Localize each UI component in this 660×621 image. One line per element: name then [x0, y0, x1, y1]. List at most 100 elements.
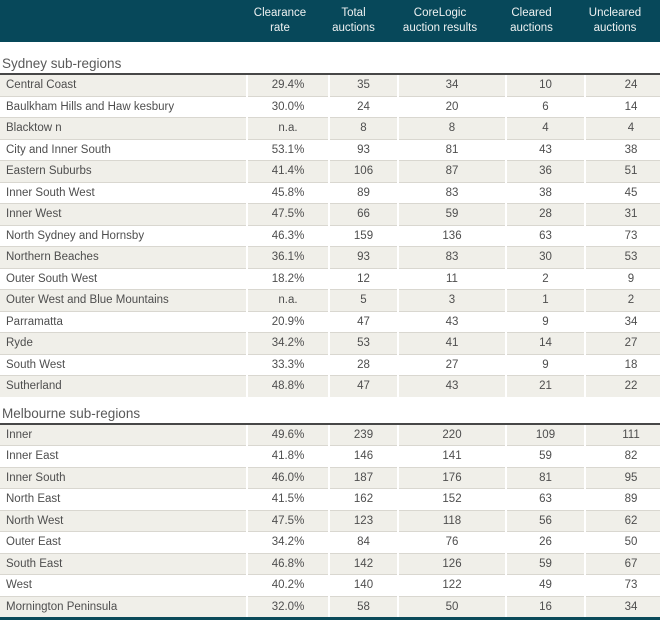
column-header-label: CoreLogic	[413, 7, 467, 19]
value-cell: 22	[584, 375, 660, 397]
value-cell: 47	[328, 310, 398, 333]
data-table: Inner 49.6% 239 220 109 111 Inner East 41.8% 146…	[0, 422, 660, 621]
value-cell: 1	[505, 289, 585, 311]
value-cell: 34.2%	[246, 332, 329, 354]
value-cell: 9	[505, 353, 585, 376]
value-cell: 24	[584, 73, 660, 96]
value-cell: 63	[505, 224, 585, 247]
table-row: City and Inner South 53.1% 93 81 43 38	[0, 138, 660, 161]
value-cell: 11	[397, 267, 506, 290]
column-header-label: rate	[270, 22, 290, 34]
table-row: Inner 49.6% 239 220 109 111	[0, 422, 660, 446]
value-cell: 27	[584, 332, 660, 354]
value-cell: 142	[328, 552, 398, 575]
value-cell: 45.8%	[246, 181, 329, 204]
value-cell: 48.8%	[246, 375, 329, 397]
value-cell: 76	[397, 531, 506, 553]
region-name-cell: City and Inner South	[0, 138, 247, 161]
data-table: Central Coast 29.4% 35 34 10 24 Baulkham Hills…	[0, 73, 660, 397]
value-cell: 33.3%	[246, 353, 329, 376]
table-row: Sutherland 48.8% 47 43 21 22	[0, 375, 660, 397]
value-cell: 83	[397, 181, 506, 204]
value-cell: 36	[505, 160, 585, 182]
value-cell: 63	[505, 488, 585, 510]
table-row: Inner South West 45.8% 89 83 38 45	[0, 181, 660, 204]
value-cell: 30.0%	[246, 95, 329, 118]
value-cell: 2	[505, 267, 585, 290]
table-header: Clearance rate Total auctions CoreLogic …	[0, 0, 660, 42]
table-row: Baulkham Hills and Haw kesbury 30.0% 24 20 6…	[0, 95, 660, 118]
region-name-cell: Sutherland	[0, 375, 247, 397]
value-cell: 34	[584, 310, 660, 333]
value-cell: 118	[397, 509, 506, 532]
value-cell: 43	[397, 310, 506, 333]
value-cell: 4	[505, 117, 585, 139]
region-name-cell: Parramatta	[0, 310, 247, 333]
table-row: West 40.2% 140 122 49 73	[0, 574, 660, 596]
value-cell: 6	[505, 95, 585, 118]
table-row: North Sydney and Hornsby 46.3% 159 136 63 73	[0, 224, 660, 247]
value-cell: 16	[505, 595, 585, 620]
value-cell: 28	[328, 353, 398, 376]
value-cell: 34	[397, 73, 506, 96]
value-cell: 106	[328, 160, 398, 182]
value-cell: 81	[397, 138, 506, 161]
value-cell: 43	[505, 138, 585, 161]
value-cell: 27	[397, 353, 506, 376]
table-row: Parramatta 20.9% 47 43 9 34	[0, 310, 660, 333]
value-cell: 18.2%	[246, 267, 329, 290]
value-cell: 59	[397, 203, 506, 225]
value-cell: 123	[328, 509, 398, 532]
value-cell: 5	[328, 289, 398, 311]
value-cell: 26	[505, 531, 585, 553]
region-name-cell: Outer South West	[0, 267, 247, 290]
value-cell: 41.4%	[246, 160, 329, 182]
column-header-uncleared-auctions: Uncleared auctions	[570, 6, 660, 42]
table-row: Blacktow n n.a. 8 8 4 4	[0, 117, 660, 139]
region-name-cell: Inner	[0, 422, 247, 446]
value-cell: 47.5%	[246, 509, 329, 532]
region-name-cell: Northern Beaches	[0, 246, 247, 268]
table-row: Eastern Suburbs 41.4% 106 87 36 51	[0, 160, 660, 182]
column-header-region	[0, 6, 240, 42]
value-cell: n.a.	[246, 117, 329, 139]
table-row: Inner East 41.8% 146 141 59 82	[0, 445, 660, 467]
value-cell: 93	[328, 246, 398, 268]
region-name-cell: Inner South West	[0, 181, 247, 204]
value-cell: 136	[397, 224, 506, 247]
value-cell: 67	[584, 552, 660, 575]
value-cell: 8	[328, 117, 398, 139]
value-cell: 34	[584, 595, 660, 620]
value-cell: 20.9%	[246, 310, 329, 333]
column-header-label: auctions	[510, 22, 553, 34]
table-row: South West 33.3% 28 27 9 18	[0, 353, 660, 376]
value-cell: 9	[584, 267, 660, 290]
region-name-cell: Inner East	[0, 445, 247, 467]
column-header-corelogic-auction-results: CoreLogic auction results	[387, 6, 493, 42]
value-cell: 28	[505, 203, 585, 225]
region-name-cell: Eastern Suburbs	[0, 160, 247, 182]
value-cell: 32.0%	[246, 595, 329, 620]
value-cell: 126	[397, 552, 506, 575]
value-cell: 59	[505, 552, 585, 575]
value-cell: 122	[397, 574, 506, 596]
table-row: Outer East 34.2% 84 76 26 50	[0, 531, 660, 553]
value-cell: 14	[505, 332, 585, 354]
value-cell: 159	[328, 224, 398, 247]
region-name-cell: Baulkham Hills and Haw kesbury	[0, 95, 247, 118]
table-row: Ryde 34.2% 53 41 14 27	[0, 332, 660, 354]
value-cell: 35	[328, 73, 398, 96]
value-cell: 41	[397, 332, 506, 354]
value-cell: 14	[584, 95, 660, 118]
region-name-cell: Outer West and Blue Mountains	[0, 289, 247, 311]
region-name-cell: South West	[0, 353, 247, 376]
value-cell: 50	[584, 531, 660, 553]
column-header-label: auctions	[332, 22, 375, 34]
value-cell: 53	[328, 332, 398, 354]
region-name-cell: South East	[0, 552, 247, 575]
value-cell: 46.0%	[246, 466, 329, 489]
table-row: Inner South 46.0% 187 176 81 95	[0, 466, 660, 489]
region-name-cell: North West	[0, 509, 247, 532]
column-header-total-auctions: Total auctions	[320, 6, 387, 42]
